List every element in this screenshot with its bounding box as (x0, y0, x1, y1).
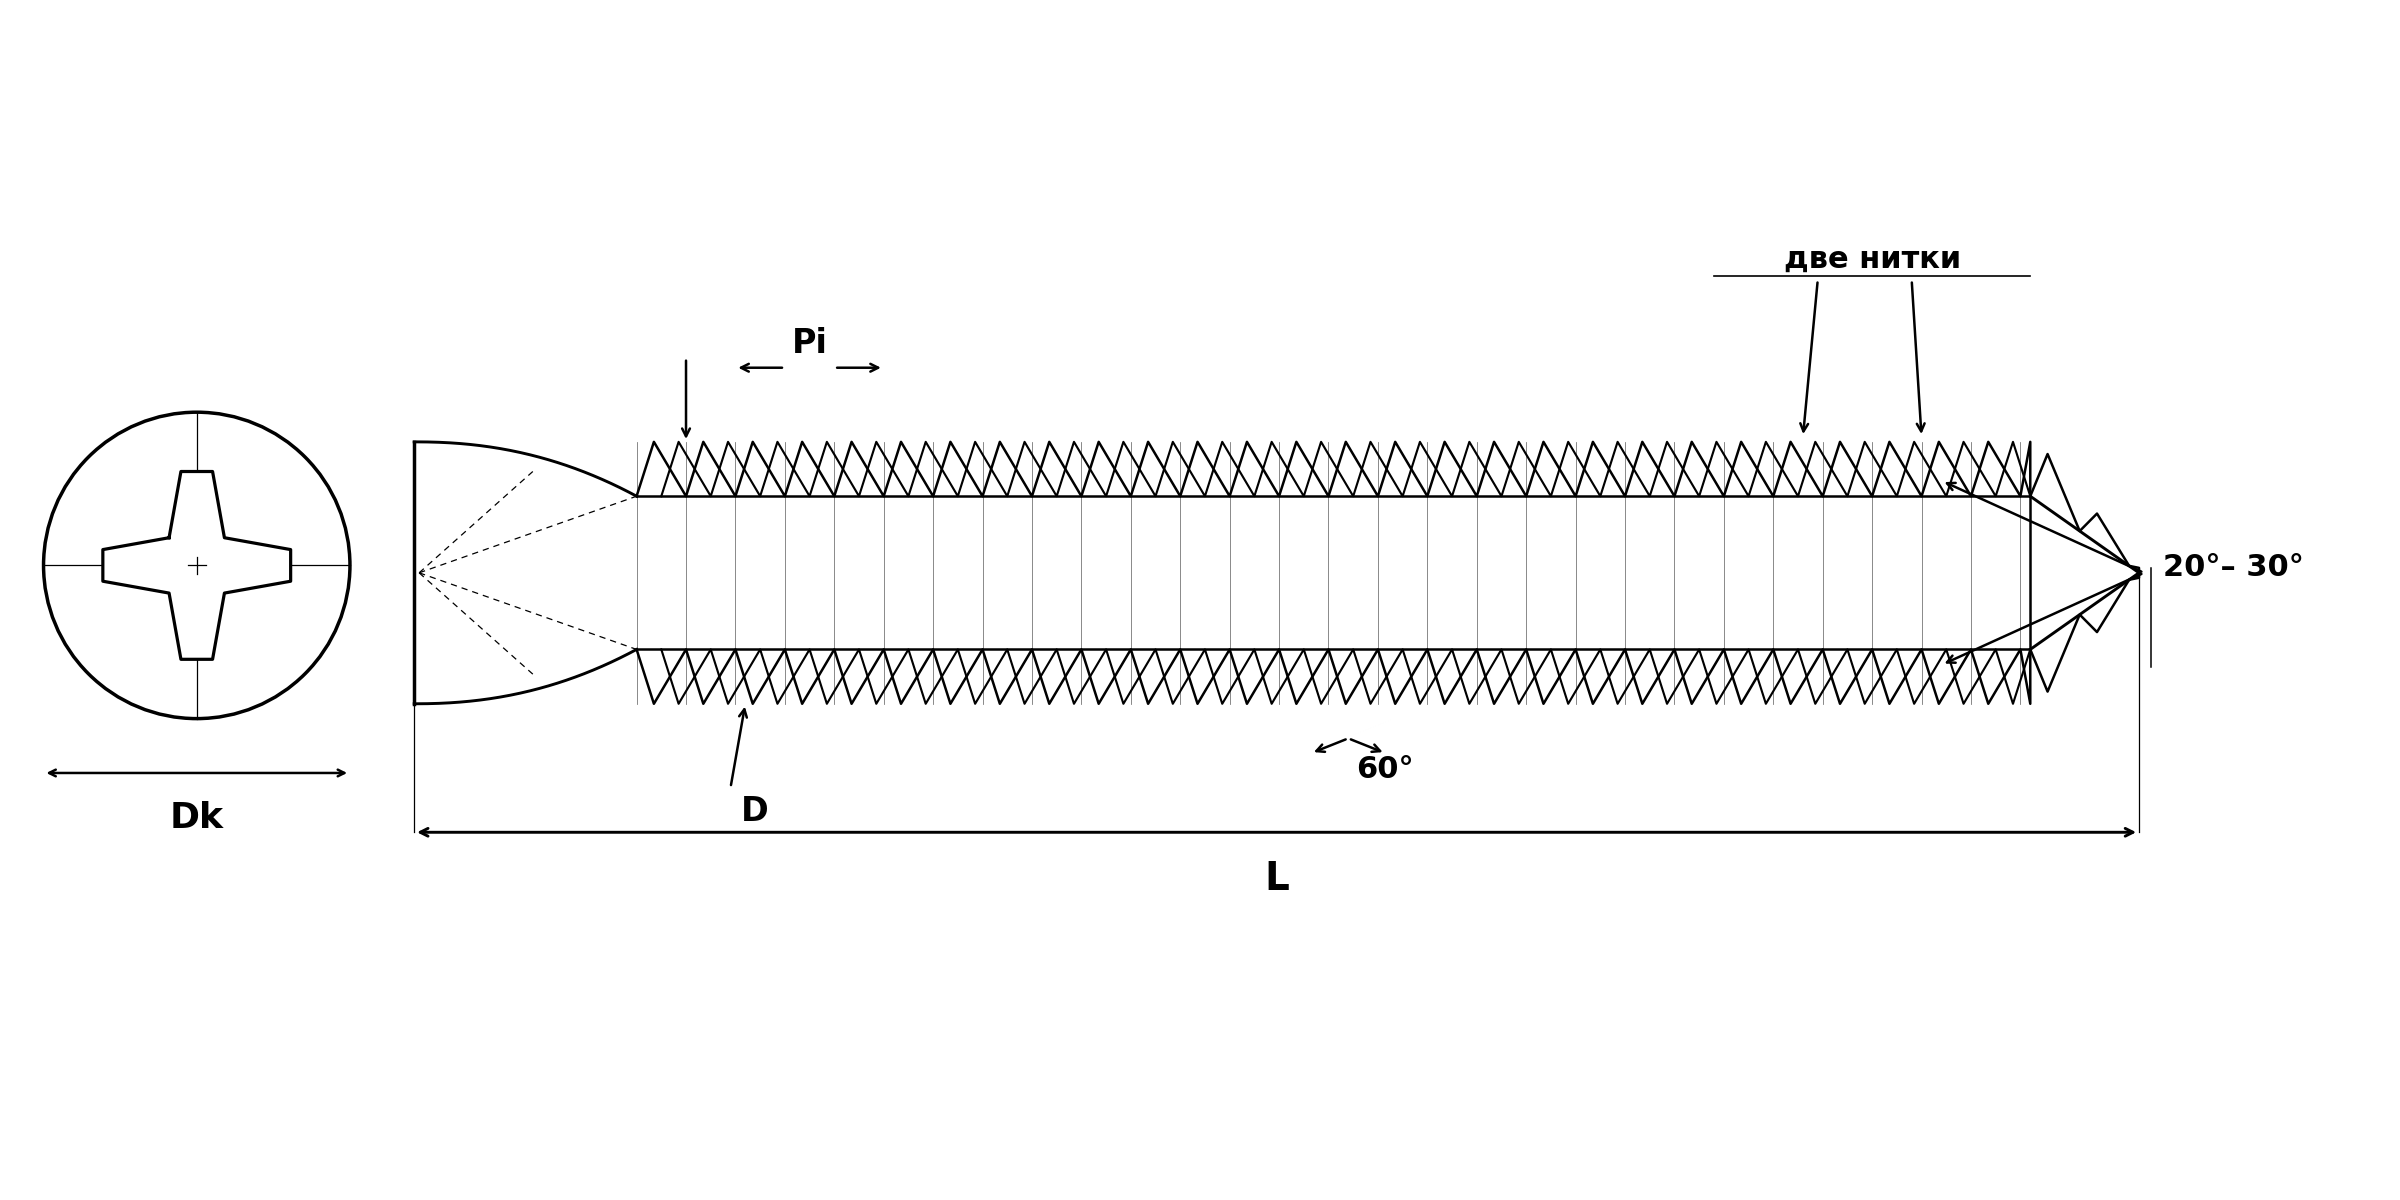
Text: L: L (1265, 860, 1289, 898)
Text: 60°: 60° (1356, 755, 1414, 784)
Text: две нитки: две нитки (1783, 245, 1961, 274)
Text: D: D (739, 794, 768, 828)
Polygon shape (103, 472, 290, 659)
Text: Dk: Dk (170, 800, 223, 835)
Text: Pi: Pi (792, 326, 828, 360)
Text: 20°– 30°: 20°– 30° (2162, 553, 2304, 582)
